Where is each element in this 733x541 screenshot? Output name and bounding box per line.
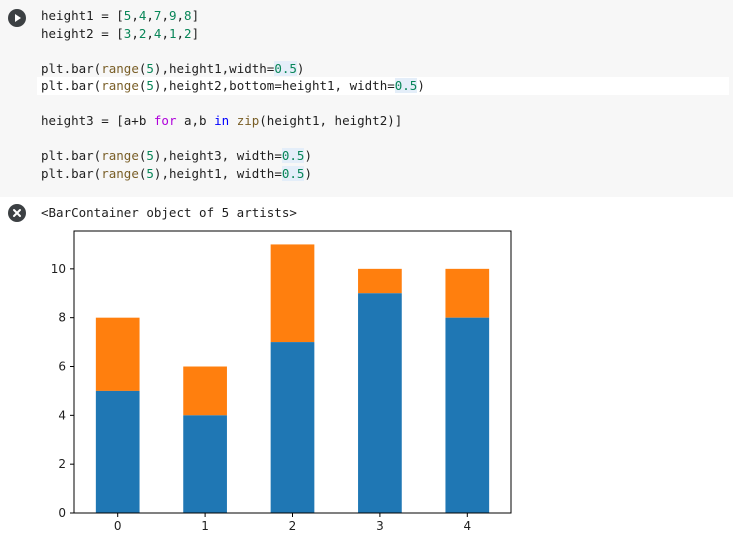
bar-height1 [95, 390, 140, 513]
code-line: height3 = [a+b for a,b in zip(height1, h… [41, 113, 403, 128]
bar-height2 [183, 366, 227, 416]
x-tick-label: 4 [463, 519, 471, 533]
code-line: height2 = [3,2,4,1,2] [41, 25, 200, 41]
bar-height2 [95, 317, 140, 391]
play-icon [15, 14, 21, 22]
bar-height2 [445, 268, 490, 318]
y-tick-label: 4 [58, 408, 66, 422]
bar-height1 [270, 342, 315, 513]
y-tick-label: 2 [58, 457, 66, 471]
code-line [41, 130, 729, 148]
clear-output-button[interactable] [8, 204, 26, 222]
code-line [41, 95, 729, 113]
y-tick-label: 6 [58, 360, 66, 374]
bar-height2 [358, 268, 402, 294]
bar-height2 [270, 244, 315, 343]
y-tick-label: 10 [51, 262, 66, 276]
bar-height1 [445, 317, 490, 513]
bar-height1 [183, 415, 227, 513]
run-cell-button[interactable] [8, 9, 26, 27]
x-tick-label: 2 [289, 519, 297, 533]
code-line [41, 42, 729, 60]
y-tick-label: 0 [58, 506, 66, 520]
bar-chart: 0 2 4 6 8 10 0 1 2 3 4 [51, 230, 512, 533]
x-tick-label: 1 [201, 519, 209, 533]
code-line: plt.bar(range(5),height2,bottom=height1,… [37, 77, 729, 95]
output-text: <BarContainer object of 5 artists> [41, 205, 297, 220]
close-icon [13, 209, 21, 217]
code-line: plt.bar(range(5),height1,width=0.5) [41, 60, 305, 76]
code-cell[interactable]: height1 = [5,4,7,9,8] height2 = [3,2,4,1,… [0, 0, 733, 197]
code-line: height1 = [5,4,7,9,8] [41, 8, 200, 23]
x-tick-label: 0 [114, 519, 122, 533]
y-tick-label: 8 [58, 311, 66, 325]
x-tick-label: 3 [376, 519, 384, 533]
bar-height1 [358, 293, 402, 513]
code-line: plt.bar(range(5),height1, width=0.5) [41, 165, 312, 181]
code-line: plt.bar(range(5),height3, width=0.5) [41, 148, 312, 163]
code-editor[interactable]: height1 = [5,4,7,9,8] height2 = [3,2,4,1,… [37, 7, 729, 182]
